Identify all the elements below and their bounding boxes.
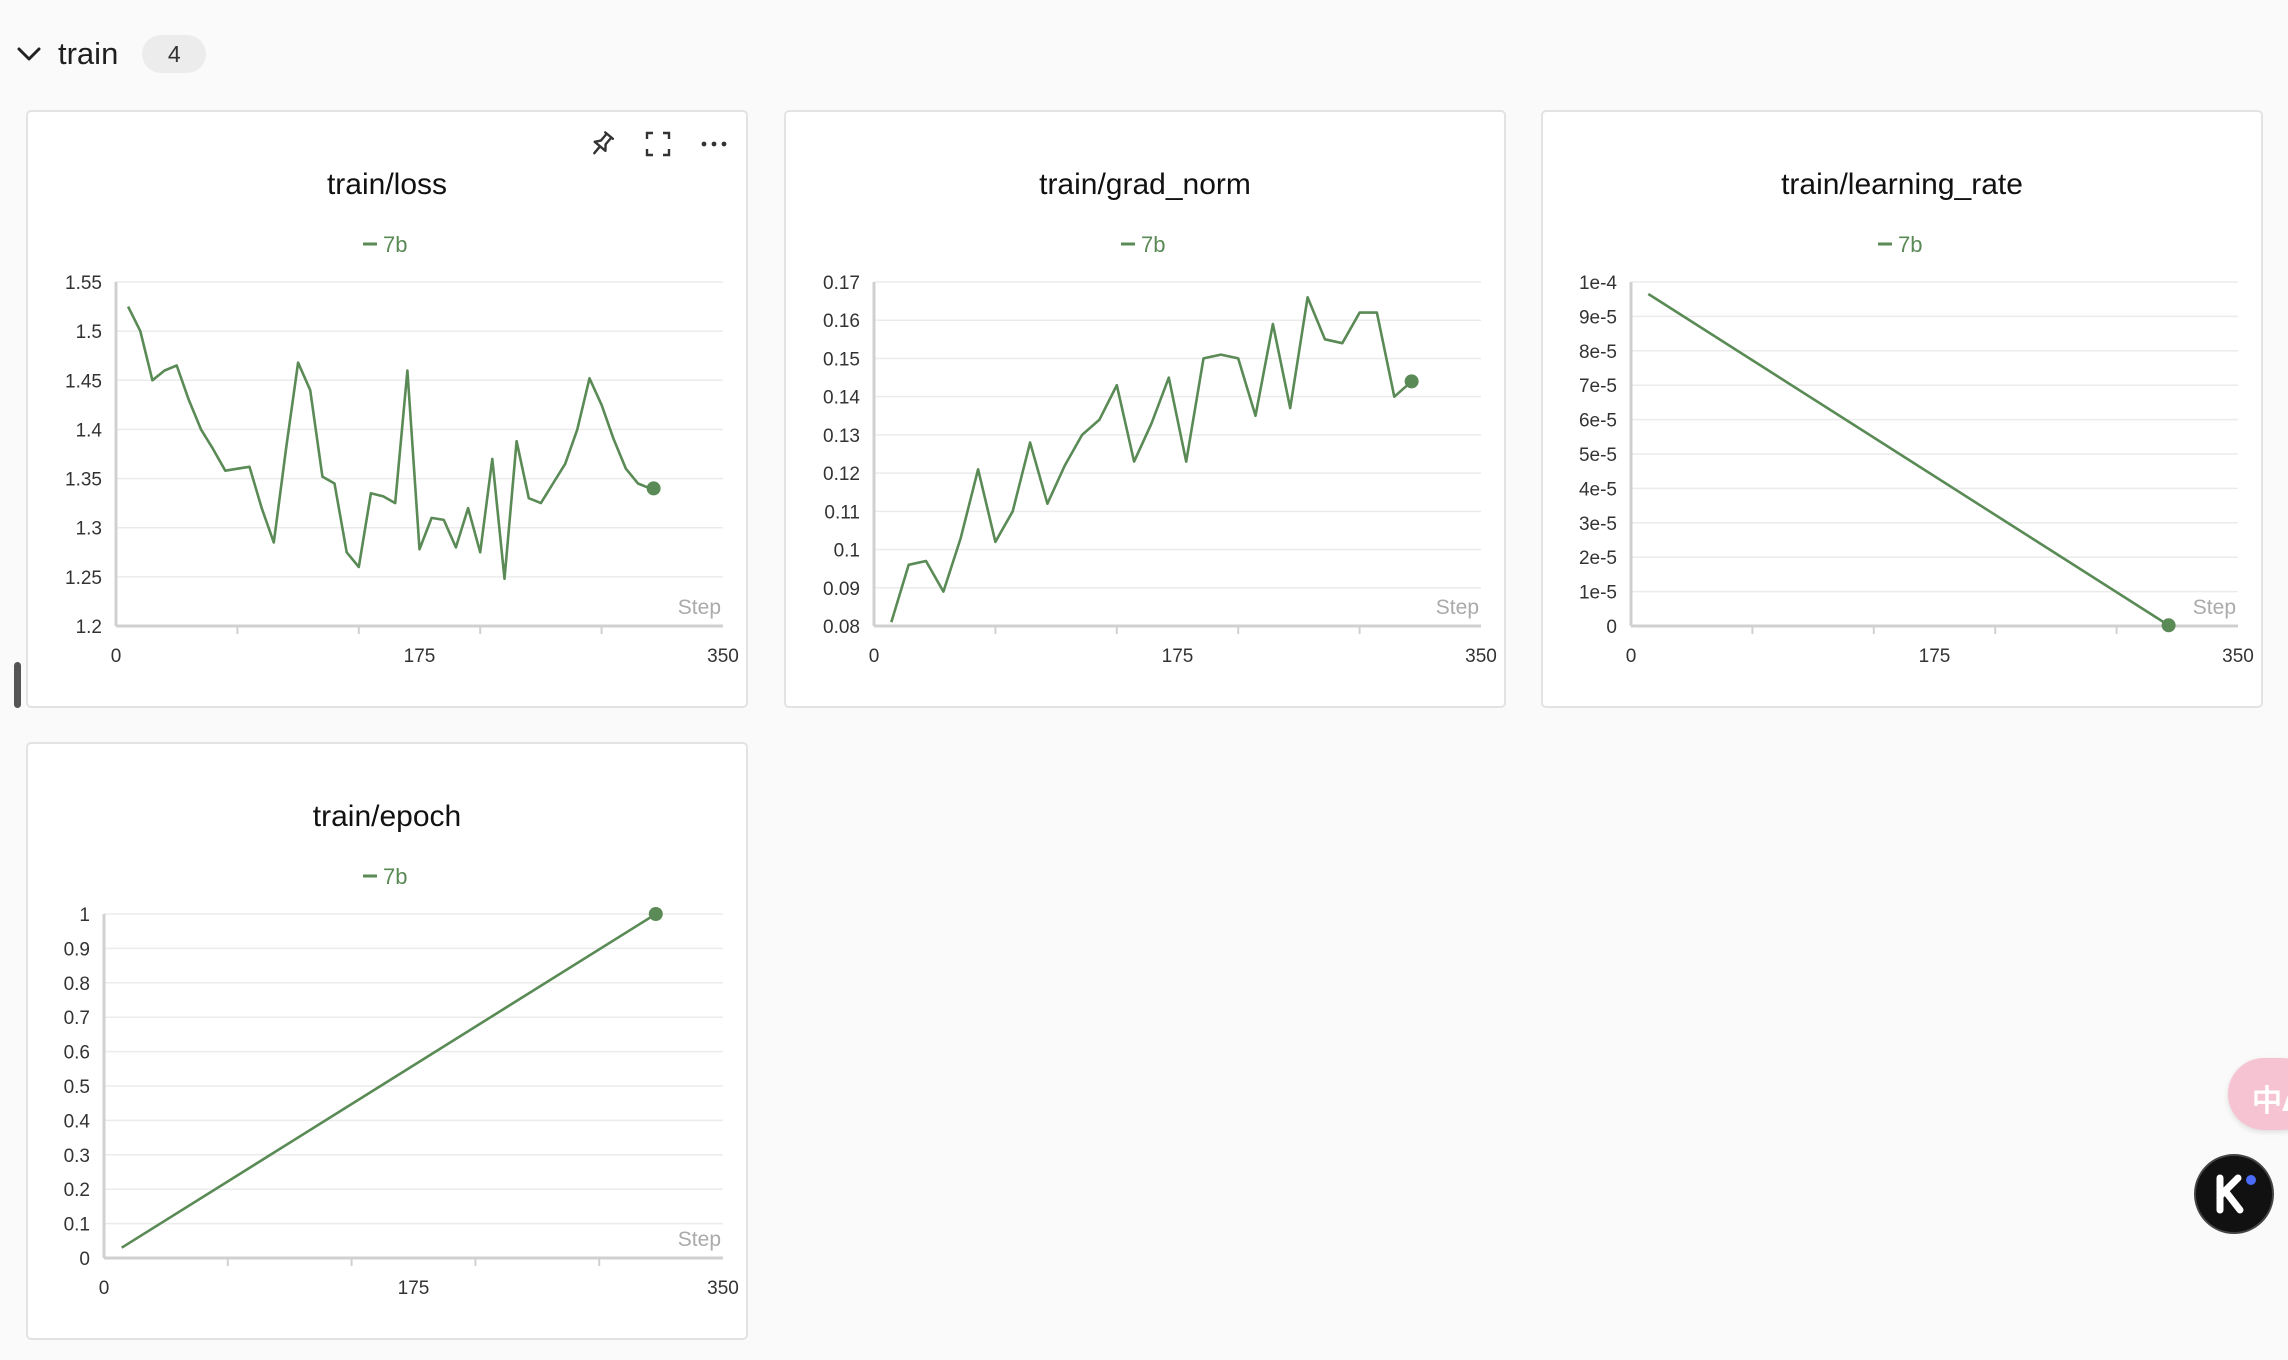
y-tick-label: 0.11 (824, 502, 860, 523)
fullscreen-icon[interactable] (642, 128, 674, 160)
x-tick-label: 0 (869, 646, 880, 667)
y-tick-label: 7e-5 (1579, 376, 1617, 397)
y-tick-label: 0.16 (823, 311, 860, 332)
assistant-float-button[interactable] (2194, 1154, 2274, 1234)
y-tick-label: 1.3 (76, 519, 102, 540)
pin-icon[interactable] (586, 128, 618, 160)
chart-train-grad-norm: train/grad_norm 7b 0.08 0.09 0.1 0.11 0.12 0.13… (823, 168, 1497, 667)
more-icon[interactable] (698, 128, 730, 160)
series-line-7b (121, 912, 657, 1249)
y-tick-label: 1e-4 (1579, 273, 1617, 294)
y-tick-label: 1 (79, 905, 90, 926)
y-tick-label: 0 (79, 1249, 90, 1270)
x-tick-label: 350 (1465, 646, 1497, 667)
y-tick-label: 0.08 (823, 617, 860, 638)
y-tick-label: 1.2 (76, 617, 102, 638)
x-tick-label: 175 (404, 646, 436, 667)
y-tick-label: 4e-5 (1579, 479, 1617, 500)
chart-card-train-epoch[interactable]: train/epoch 7b 0 0.1 0.2 0.3 0.4 0.5 0.6 0.7 0.8 0.… (26, 742, 748, 1340)
x-tick-label: 350 (707, 1278, 739, 1299)
x-tick-label: 0 (111, 646, 122, 667)
y-tick-label: 0.09 (823, 579, 860, 600)
series-line-7b (126, 306, 654, 581)
group-count-badge: 4 (142, 35, 207, 73)
chart-train-learning-rate: train/learning_rate 7b 0 1e-5 2e-5 3e-5 4e-5 5e… (1579, 168, 2254, 667)
y-tick-label: 0.2 (64, 1180, 90, 1201)
y-tick-label: 0.15 (823, 349, 860, 370)
x-tick-label: 175 (1162, 646, 1194, 667)
x-tick-label: 175 (398, 1278, 430, 1299)
y-tick-label: 5e-5 (1579, 445, 1617, 466)
chart-card-train-loss[interactable]: train/loss 7b 1.2 1.25 1.3 1.35 1.4 1.45 1.5 1.55… (26, 110, 748, 708)
x-axis-label: Step (1436, 596, 1479, 619)
legend-label: 7b (1141, 232, 1165, 257)
chart-card-train-grad-norm[interactable]: train/grad_norm 7b 0.08 0.09 0.1 0.11 0.12 0.13… (784, 110, 1506, 708)
series-line-7b (890, 296, 1413, 623)
y-tick-label: 1.45 (65, 371, 102, 392)
chart-train-loss: train/loss 7b 1.2 1.25 1.3 1.35 1.4 1.45 1.5 1.55… (65, 168, 739, 667)
group-header: train 4 (14, 30, 207, 78)
x-axis-label: Step (678, 596, 721, 619)
y-tick-label: 1.5 (76, 322, 102, 343)
y-tick-label: 3e-5 (1579, 514, 1617, 535)
y-tick-label: 0.6 (64, 1043, 90, 1064)
legend-label: 7b (383, 864, 407, 889)
x-axis-label: Step (678, 1228, 721, 1251)
y-tick-label: 0 (1606, 617, 1617, 638)
x-tick-label: 350 (707, 646, 739, 667)
series-endpoint (646, 481, 661, 496)
chart-title: train/epoch (313, 800, 461, 833)
y-tick-label: 0.4 (64, 1111, 91, 1132)
translate-float-button[interactable]: 中A (2228, 1058, 2288, 1130)
translate-icon: 中A (2252, 1084, 2288, 1119)
y-tick-label: 0.3 (64, 1146, 90, 1167)
chart-title: train/grad_norm (1039, 168, 1251, 201)
y-tick-label: 0.1 (834, 541, 860, 562)
chart-title: train/loss (327, 168, 447, 201)
group-title[interactable]: train (58, 36, 119, 71)
x-tick-label: 350 (2222, 646, 2254, 667)
y-tick-label: 0.13 (823, 426, 860, 447)
series-endpoint (2161, 618, 2176, 633)
chart-card-train-learning-rate[interactable]: train/learning_rate 7b 0 1e-5 2e-5 3e-5 4e-5 5e… (1541, 110, 2263, 708)
x-axis-label: Step (2193, 596, 2236, 619)
y-tick-label: 1.4 (76, 420, 103, 441)
y-tick-label: 1e-5 (1579, 583, 1617, 604)
y-tick-label: 9e-5 (1579, 307, 1617, 328)
x-tick-label: 0 (1626, 646, 1637, 667)
chart-title: train/learning_rate (1781, 168, 2023, 201)
y-tick-label: 0.9 (64, 939, 90, 960)
y-tick-label: 0.8 (64, 974, 90, 995)
chevron-down-icon[interactable] (14, 39, 44, 69)
series-line-7b (1647, 292, 2170, 627)
y-tick-label: 8e-5 (1579, 342, 1617, 363)
scrollbar-handle[interactable] (14, 662, 21, 708)
k-logo-icon (2216, 1174, 2256, 1214)
series-endpoint (1404, 374, 1419, 389)
y-tick-label: 2e-5 (1579, 548, 1617, 569)
y-tick-label: 0.7 (64, 1008, 90, 1029)
y-tick-label: 0.17 (823, 273, 860, 294)
x-tick-label: 0 (99, 1278, 110, 1299)
y-tick-label: 0.12 (823, 464, 860, 485)
y-tick-label: 0.14 (823, 388, 860, 409)
legend-label: 7b (383, 232, 407, 257)
y-tick-label: 1.25 (65, 568, 102, 589)
y-tick-label: 1.55 (65, 273, 102, 294)
series-endpoint (648, 907, 663, 921)
y-tick-label: 0.5 (64, 1077, 90, 1098)
chart-train-epoch: train/epoch 7b 0 0.1 0.2 0.3 0.4 0.5 0.6 0.7 0.8 0.… (64, 800, 739, 1299)
x-tick-label: 175 (1919, 646, 1951, 667)
y-tick-label: 6e-5 (1579, 411, 1617, 432)
legend-label: 7b (1898, 232, 1922, 257)
y-tick-label: 0.1 (64, 1215, 90, 1236)
y-tick-label: 1.35 (65, 470, 102, 491)
